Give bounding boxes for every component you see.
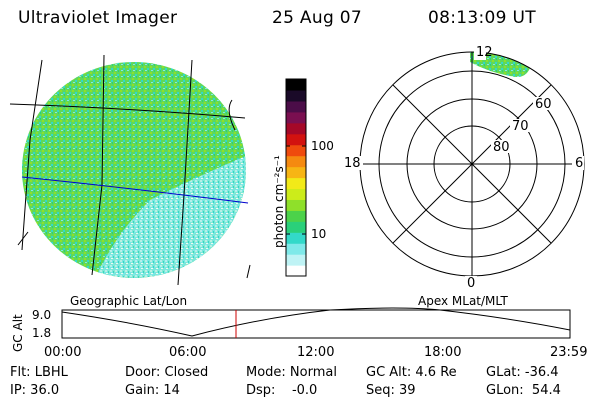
colorbar-segment (286, 199, 306, 211)
colorbar-segment (286, 243, 306, 255)
colorbar-segment (286, 254, 306, 266)
colorbar-segment (286, 265, 306, 277)
timeline-x-tick-2: 12:00 (297, 345, 335, 360)
timeline-left-title: Geographic Lat/Lon (70, 294, 188, 308)
colorbar-segment (286, 210, 306, 222)
info-glat: GLat: -36.4 (486, 365, 559, 380)
colorbar-segment (286, 133, 306, 146)
polar-label-0: 0 (467, 276, 476, 291)
colorbar-segment (286, 177, 306, 190)
polar-label-6: 6 (575, 156, 584, 171)
polar-ring-60: 60 (535, 97, 552, 112)
timeline-x-tick-0: 00:00 (44, 345, 82, 360)
color-scale-bar (286, 79, 306, 277)
instrument-title: Ultraviolet Imager (18, 8, 178, 28)
info-gain: Gain: 14 (125, 383, 180, 398)
colorbar-segment (286, 89, 306, 102)
colorbar-segment (286, 111, 306, 124)
info-gc-alt: GC Alt: 4.6 Re (366, 365, 457, 380)
colorbar-segment (286, 79, 306, 91)
earth-image (9, 54, 251, 286)
colorbar-tick-100: 100 (311, 139, 334, 153)
colorbar-segment (286, 100, 306, 113)
info-mode: Mode: Normal (246, 365, 337, 380)
altitude-timeline (61, 307, 571, 339)
colorbar-segment (286, 155, 306, 168)
info-dsp: Dsp: -0.0 (246, 383, 318, 398)
timeline-y-max: 9.0 (32, 308, 52, 322)
polar-label-12: 12 (476, 45, 493, 60)
timeline-right-title: Apex MLat/MLT (418, 294, 508, 308)
colorbar-segment (286, 122, 306, 135)
time-label: 08:13:09 UT (428, 8, 536, 28)
polar-label-18: 18 (344, 156, 361, 171)
colorbar-segment (286, 144, 306, 157)
colorbar-tick-10: 10 (311, 227, 327, 241)
timeline-axis-label: GC Alt (11, 314, 25, 352)
polar-ring-80: 80 (493, 140, 510, 155)
info-glon: GLon: 54.4 (486, 383, 561, 398)
timeline-x-tick-4: 23:59 (550, 345, 588, 360)
info-filter: Flt: LBHL (10, 365, 68, 380)
info-door: Door: Closed (125, 365, 209, 380)
date-label: 25 Aug 07 (272, 8, 362, 28)
colorbar-segment (286, 166, 306, 179)
polar-plot (341, 48, 585, 288)
polar-ring-70: 70 (512, 119, 529, 134)
timeline-x-tick-3: 18:00 (424, 345, 462, 360)
colorbar-segment (286, 221, 306, 233)
colorbar-segment (286, 232, 306, 244)
colorbar-segment (286, 188, 306, 200)
timeline-x-tick-1: 06:00 (169, 345, 207, 360)
info-seq: Seq: 39 (366, 383, 416, 398)
colorbar-unit-label: photon cm⁻²s⁻¹ (272, 155, 286, 248)
timeline-y-min: 1.8 (32, 326, 52, 340)
info-ip: IP: 36.0 (10, 383, 60, 398)
